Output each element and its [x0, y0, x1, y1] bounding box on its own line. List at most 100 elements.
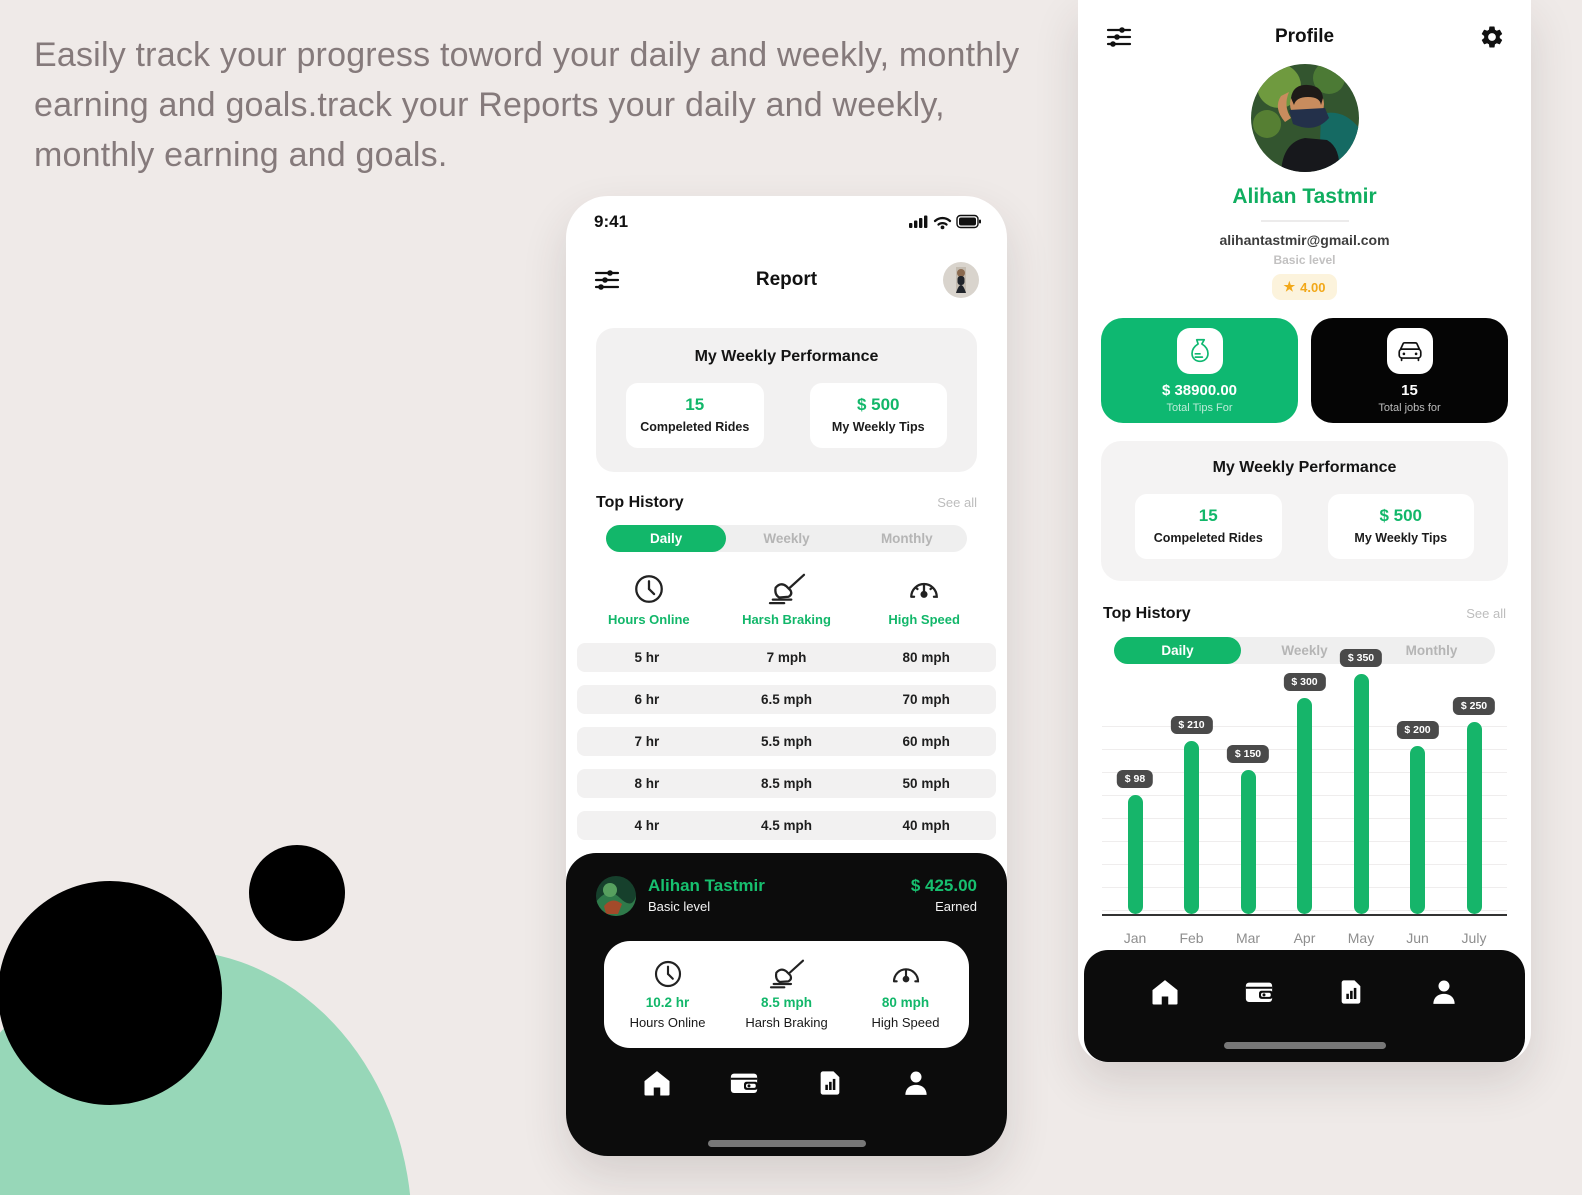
driver-summary-card: Alihan Tastmir Basic level $ 425.00 Earn…	[566, 853, 1007, 1156]
weekly-performance-title: My Weekly Performance	[1212, 459, 1397, 476]
home-icon[interactable]	[642, 1068, 672, 1098]
bar-may[interactable]: $ 350	[1339, 649, 1383, 915]
report-icon[interactable]	[816, 1068, 844, 1098]
black-circle-decoration-large	[0, 881, 222, 1105]
earned-value: $ 425.00	[910, 876, 977, 895]
tab-daily[interactable]: Daily	[606, 525, 727, 553]
completed-rides-label: Compeleted Rides	[640, 420, 750, 434]
profile-name: Alihan Tastmir	[1232, 185, 1377, 208]
metric-columns: Hours Online Harsh Braking	[566, 572, 1007, 627]
money-bag-icon	[1176, 327, 1223, 374]
tab-weekly[interactable]: Weekly	[1281, 643, 1328, 659]
bar-value-label: $ 150	[1226, 745, 1270, 764]
driver-stats-card: 10.2 hr Hours Online 8.5 mph Harsh Braki…	[604, 941, 969, 1048]
car-icon	[1386, 327, 1433, 374]
report-header: Report	[566, 232, 1007, 298]
status-bar: 9:41	[566, 196, 1007, 232]
profile-avatar[interactable]	[1250, 64, 1359, 172]
bar-apr[interactable]: $ 300	[1283, 673, 1326, 915]
weekly-tips-stat: $ 500 My Weekly Tips	[809, 383, 947, 449]
table-row[interactable]: 7 hr 5.5 mph 60 mph	[577, 727, 996, 757]
tab-weekly[interactable]: Weekly	[763, 531, 810, 547]
avatar[interactable]	[943, 262, 979, 298]
bottom-nav	[566, 1068, 1007, 1098]
completed-rides-value: 15	[685, 395, 705, 414]
tab-monthly[interactable]: Monthly	[880, 531, 933, 547]
profile-header: Profile	[1078, 0, 1531, 50]
weekly-performance-card: My Weekly Performance 15 Compeleted Ride…	[1101, 441, 1508, 582]
bar-value-label: $ 210	[1170, 716, 1213, 735]
clock-icon	[632, 572, 666, 606]
completed-rides-stat: 15 Compeleted Rides	[1135, 494, 1282, 560]
metric-high-speed: High Speed	[855, 572, 993, 627]
divider	[1260, 220, 1349, 222]
earnings-bar-chart: $ 98 $ 210 $ 150 $ 300 $ 350 $ 200 $ 250…	[1102, 649, 1507, 947]
bar-feb[interactable]: $ 210	[1170, 716, 1213, 915]
home-icon[interactable]	[1150, 977, 1180, 1007]
rating-badge: ★ 4.00	[1271, 274, 1338, 300]
status-icons	[909, 214, 981, 230]
bar-value-label: $ 200	[1396, 721, 1439, 740]
bar-jun[interactable]: $ 200	[1396, 721, 1439, 915]
bar-value-label: $ 250	[1452, 697, 1496, 716]
home-indicator[interactable]	[707, 1140, 866, 1147]
table-row[interactable]: 6 hr 6.5 mph 70 mph	[577, 685, 996, 715]
report-screen: 9:41	[566, 196, 1007, 1156]
table-row[interactable]: 5 hr 7 mph 80 mph	[577, 643, 996, 673]
report-icon[interactable]	[1337, 977, 1365, 1007]
bar-mar[interactable]: $ 150	[1226, 745, 1270, 915]
completed-rides-stat: 15 Compeleted Rides	[626, 383, 764, 449]
driver-avatar[interactable]	[596, 876, 636, 916]
bar-july[interactable]: $ 250	[1452, 697, 1496, 915]
star-icon: ★	[1283, 279, 1296, 294]
table-row[interactable]: 8 hr 8.5 mph 50 mph	[577, 769, 996, 799]
weekly-tips-label: My Weekly Tips	[831, 420, 925, 434]
total-tips-label: Total Tips For	[1166, 401, 1233, 414]
speedometer-icon	[906, 572, 942, 606]
see-all-link[interactable]: See all	[937, 495, 977, 511]
cellular-icon	[909, 215, 928, 228]
period-tabs: Daily Weekly Monthly	[606, 525, 967, 553]
clock-icon	[652, 958, 684, 990]
bar-value-label: $ 350	[1339, 649, 1383, 668]
total-jobs-label: Total jobs for	[1378, 401, 1441, 414]
weekly-tips-value: $ 500	[856, 395, 900, 414]
page-title: Report	[755, 269, 818, 290]
profile-level: Basic level	[1273, 253, 1336, 267]
bottom-nav-bar	[1084, 950, 1525, 1062]
gear-icon[interactable]	[1479, 24, 1505, 50]
total-tips-value: $ 38900.00	[1161, 381, 1238, 399]
tab-monthly[interactable]: Monthly	[1405, 643, 1458, 659]
sliders-icon[interactable]	[594, 268, 620, 292]
profile-email: alihantastmir@gmail.com	[1219, 232, 1390, 248]
total-tips-card[interactable]: $ 38900.00 Total Tips For	[1101, 318, 1298, 423]
weekly-tips-stat: $ 500 My Weekly Tips	[1327, 494, 1474, 560]
see-all-link[interactable]: See all	[1466, 606, 1506, 622]
profile-icon[interactable]	[1429, 977, 1459, 1007]
wallet-icon[interactable]	[1244, 977, 1274, 1007]
harsh-braking-icon	[767, 572, 807, 606]
battery-icon	[956, 214, 981, 229]
weekly-performance-title: My Weekly Performance	[694, 348, 879, 365]
home-indicator[interactable]	[1223, 1042, 1386, 1049]
sliders-icon[interactable]	[1106, 25, 1132, 49]
tab-daily[interactable]: Daily	[1114, 637, 1241, 665]
weekly-performance-card: My Weekly Performance 15 Compeleted Ride…	[596, 328, 977, 473]
bar-jan[interactable]: $ 98	[1116, 770, 1154, 915]
stat-high-speed: 80 mph High Speed	[846, 958, 965, 1030]
wallet-icon[interactable]	[729, 1068, 759, 1098]
page-heading: Easily track your progress toword your d…	[34, 36, 1020, 174]
speedometer-icon	[889, 958, 923, 990]
bar-value-label: $ 98	[1116, 770, 1154, 789]
page-title: Profile	[1274, 26, 1335, 47]
driver-name: Alihan Tastmir	[648, 876, 765, 895]
status-time: 9:41	[594, 212, 629, 231]
driver-level: Basic level	[648, 899, 711, 914]
metric-harsh-braking: Harsh Braking	[718, 572, 856, 627]
total-jobs-card[interactable]: 15 Total jobs for	[1311, 318, 1508, 423]
history-table: 5 hr 7 mph 80 mph 6 hr 6.5 mph 70 mph 7 hr 5.…	[577, 643, 996, 841]
profile-icon[interactable]	[901, 1068, 931, 1098]
table-row[interactable]: 4 hr 4.5 mph 40 mph	[577, 811, 996, 841]
x-axis-labels: Jan Feb Mar Apr May Jun July	[1123, 930, 1487, 947]
period-tabs: Daily Weekly Monthly	[1114, 637, 1495, 665]
